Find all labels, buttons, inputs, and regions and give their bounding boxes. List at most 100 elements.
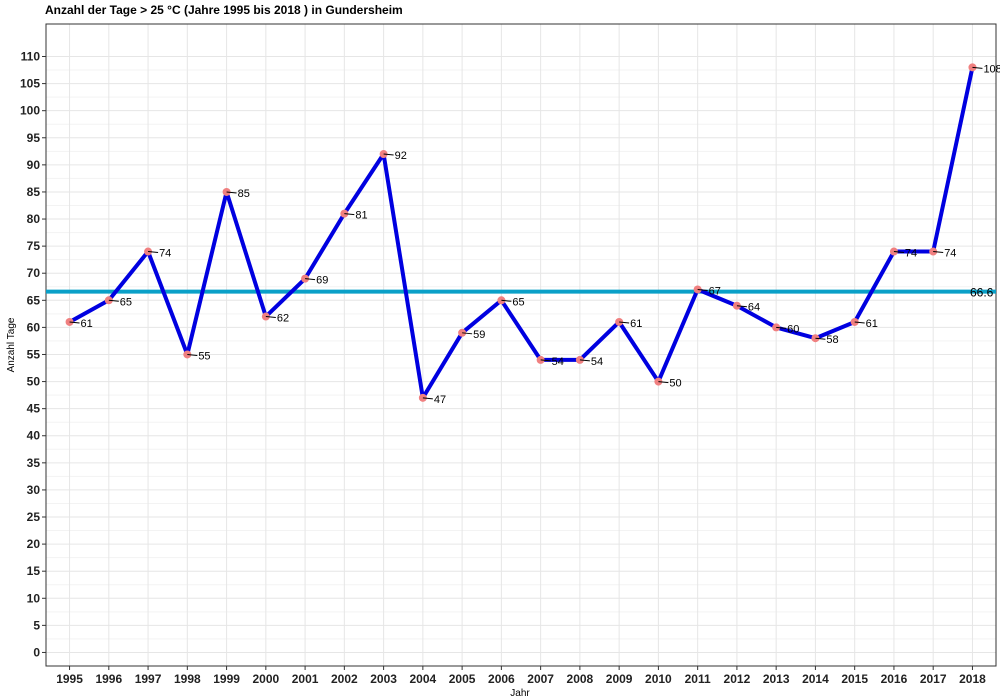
x-tick-label: 2010 — [645, 672, 672, 686]
x-axis-ticks: 1995 1996 1997 1998 1999 2000 2001 2002 2003 2004… — [56, 666, 986, 686]
x-tick-label: 2007 — [527, 672, 554, 686]
data-label-leader — [579, 359, 590, 362]
data-label-leader — [501, 299, 512, 302]
data-label: 64 — [748, 302, 760, 314]
data-label-leader — [972, 66, 983, 69]
x-tick-label: 2017 — [920, 672, 947, 686]
data-label-leader — [344, 213, 355, 216]
data-label: 60 — [787, 323, 799, 335]
x-tick-label: 2003 — [370, 672, 397, 686]
x-tick-label: 2004 — [410, 672, 437, 686]
x-axis-title: Jahr — [510, 688, 530, 699]
x-tick-label: 2005 — [449, 672, 476, 686]
y-tick-label: 110 — [21, 50, 41, 64]
y-axis-title: Anzahl Tage — [6, 317, 17, 372]
x-tick-label: 2002 — [331, 672, 358, 686]
x-tick-label: 1997 — [135, 672, 162, 686]
x-tick-label: 1996 — [95, 672, 122, 686]
data-label: 59 — [473, 329, 485, 341]
y-tick-label: 30 — [27, 483, 41, 497]
data-label: 65 — [512, 296, 524, 308]
data-label-leader — [187, 353, 198, 356]
data-label: 61 — [81, 318, 93, 330]
data-label-leader — [697, 288, 708, 291]
x-tick-label: 2016 — [881, 672, 908, 686]
data-label: 67 — [709, 285, 721, 297]
data-label: 81 — [355, 210, 367, 222]
data-label: 61 — [866, 318, 878, 330]
y-tick-label: 100 — [20, 104, 40, 118]
data-label-leader — [540, 359, 551, 362]
data-label: 74 — [905, 248, 917, 260]
y-tick-label: 35 — [27, 456, 41, 470]
plot-border — [45, 23, 997, 667]
data-label-leader — [148, 251, 159, 254]
data-label: 54 — [552, 356, 564, 368]
data-label: 58 — [826, 334, 838, 346]
y-tick-label: 5 — [33, 618, 40, 632]
y-tick-label: 65 — [27, 293, 41, 307]
x-tick-label: 2015 — [841, 672, 868, 686]
y-tick-label: 40 — [27, 429, 41, 443]
y-tick-label: 60 — [27, 320, 41, 334]
data-label-leader — [383, 153, 394, 156]
y-tick-label: 55 — [27, 347, 41, 361]
y-tick-label: 15 — [27, 564, 41, 578]
y-tick-label: 90 — [27, 158, 41, 172]
data-label: 69 — [316, 275, 328, 287]
data-label-leader — [776, 326, 787, 329]
data-label: 92 — [395, 150, 407, 162]
x-tick-label: 2012 — [724, 672, 751, 686]
y-tick-label: 45 — [27, 402, 41, 416]
y-tick-label: 25 — [27, 510, 41, 524]
data-label: 74 — [159, 248, 171, 260]
data-label-leader — [422, 397, 433, 400]
x-tick-label: 2013 — [763, 672, 790, 686]
y-tick-label: 105 — [20, 77, 40, 91]
data-label: 62 — [277, 313, 289, 325]
data-label-leader — [108, 299, 119, 302]
x-tick-label: 1995 — [56, 672, 83, 686]
series-line — [68, 66, 975, 400]
data-label-leader — [893, 251, 904, 254]
data-label-leader — [305, 278, 316, 281]
data-label-leader — [265, 316, 276, 319]
x-tick-label: 2018 — [959, 672, 986, 686]
x-tick-label: 1999 — [213, 672, 240, 686]
data-label: 65 — [120, 296, 132, 308]
x-tick-label: 2000 — [252, 672, 279, 686]
y-axis-ticks: 0 5 10 15 20 25 30 35 40 45 50 55 60 65 70 75 80 85 90 95 10… — [20, 50, 46, 659]
data-label: 55 — [198, 350, 210, 362]
data-label-leader — [815, 337, 826, 340]
data-label: 74 — [944, 248, 956, 260]
y-tick-label: 10 — [27, 591, 41, 605]
y-tick-label: 95 — [27, 131, 41, 145]
y-tick-label: 50 — [27, 375, 41, 389]
y-tick-label: 80 — [27, 212, 41, 226]
data-label-leader — [226, 191, 237, 194]
chart-title: Anzahl der Tage > 25 °C (Jahre 1995 bis … — [45, 3, 403, 17]
x-tick-label: 1998 — [174, 672, 201, 686]
x-tick-label: 2014 — [802, 672, 829, 686]
y-tick-label: 20 — [27, 537, 41, 551]
data-label: 50 — [669, 378, 681, 390]
x-tick-label: 2001 — [292, 672, 319, 686]
data-label-leader — [619, 321, 630, 324]
y-tick-label: 70 — [27, 266, 41, 280]
data-label: 54 — [591, 356, 603, 368]
data-labels: 61 65 74 55 85 62 69 81 92 47 59 65 54 54 61 50 67 64 60 58… — [69, 63, 1000, 406]
data-label-leader — [854, 321, 865, 324]
x-tick-label: 2009 — [606, 672, 633, 686]
data-label: 61 — [630, 318, 642, 330]
mean-value-label: 66.6 — [970, 286, 994, 300]
y-tick-label: 85 — [27, 185, 41, 199]
x-tick-label: 2008 — [567, 672, 594, 686]
data-label: 47 — [434, 394, 446, 406]
data-label-leader — [462, 332, 473, 335]
data-label-leader — [69, 321, 80, 324]
x-tick-label: 2011 — [685, 672, 711, 686]
data-label: 108 — [983, 63, 1000, 75]
x-tick-label: 2006 — [488, 672, 515, 686]
y-tick-label: 75 — [27, 239, 41, 253]
